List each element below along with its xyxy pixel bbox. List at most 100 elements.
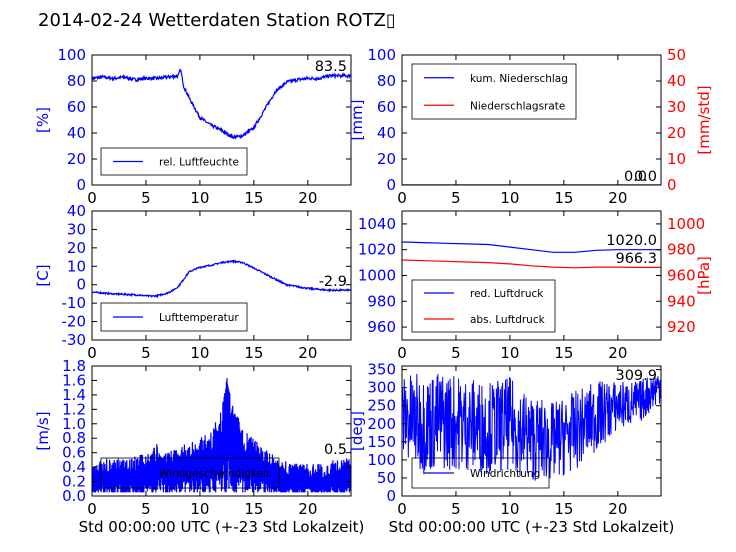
- legend: Windrichtung: [411, 457, 550, 489]
- legend-label: red. Luftdruck: [470, 288, 544, 300]
- legend-frame: [100, 457, 280, 489]
- y-tick-label: 0: [386, 176, 396, 194]
- x-tick-label: 10: [190, 344, 209, 362]
- y-tick-label: 60: [67, 98, 86, 116]
- y-tick-label: 300: [367, 379, 396, 397]
- y-axis-label: [C]: [34, 264, 52, 286]
- y-axis-label: [%]: [34, 107, 52, 133]
- legend: red. Luftdruck abs. Luftdruck: [411, 279, 556, 333]
- y-tick-label: 200: [367, 415, 396, 433]
- y-tick-label: 0.4: [62, 458, 86, 476]
- panel-2: 0 5 10 15 20 0 20 40 60 80 100 0 10 20 30 40 50 [mm] [mm/s…: [348, 46, 713, 207]
- y-tick-label: -20: [62, 313, 87, 331]
- y-tick-label: 80: [67, 72, 86, 90]
- y-tick-label: 150: [367, 433, 396, 451]
- y-tick-label: 0: [76, 176, 86, 194]
- last-value-label: -2.9: [319, 274, 347, 290]
- y-tick-label-right: 1000: [667, 215, 705, 233]
- x-axis-label: Std 00:00:00 UTC (+-23 Std Lokalzeit): [79, 518, 365, 536]
- x-tick-label: 5: [451, 500, 461, 518]
- y-axis-label: [m/s]: [34, 411, 52, 450]
- series-line-1: [92, 377, 351, 493]
- plot-frame: [401, 365, 662, 497]
- series-line-1: [402, 373, 661, 481]
- y-tick-label: 1040: [358, 215, 396, 233]
- last-value-label-right: 966.3: [615, 251, 657, 267]
- legend: rel. Luftfeuchte: [100, 147, 248, 176]
- plot-area: [92, 68, 351, 140]
- y-tick-label-right: 0: [667, 176, 677, 194]
- y-tick-label: 40: [377, 124, 396, 142]
- y-tick-label: 350: [367, 361, 396, 379]
- legend-frame: [411, 279, 556, 333]
- y-tick-label: 1020: [358, 241, 396, 259]
- series-line-1: [92, 68, 351, 140]
- y-tick-label: 250: [367, 397, 396, 415]
- y-tick-label-right: 960: [667, 267, 696, 285]
- panel-4: 0 5 10 15 20 960 980 1000 1020 1040 920 940 960 980 10…: [358, 210, 713, 362]
- y-tick-label: 1.8: [62, 357, 86, 375]
- y-tick-label: 40: [67, 124, 86, 142]
- y-tick-label: 20: [377, 150, 396, 168]
- legend: Windgeschwindigkeit: [100, 457, 280, 489]
- legend: kum. Niederschlag Niederschlagsrate: [411, 63, 577, 120]
- legend-label: rel. Luftfeuchte: [159, 157, 239, 169]
- y-tick-label: 20: [67, 239, 86, 257]
- last-value-label: 83.5: [315, 59, 347, 75]
- x-tick-label: 5: [141, 344, 151, 362]
- y-tick-label: 80: [377, 72, 396, 90]
- legend-label: Windgeschwindigkeit: [159, 468, 270, 480]
- y-tick-label: -10: [62, 294, 87, 312]
- y-tick-label: 0: [386, 487, 396, 505]
- y-tick-label: 1.2: [62, 400, 86, 418]
- y-tick-label-right: 30: [667, 98, 686, 116]
- y-tick-label: 10: [67, 257, 86, 275]
- x-tick-label: 0: [397, 344, 407, 362]
- legend-frame: [100, 147, 248, 176]
- x-tick-label: 15: [244, 500, 263, 518]
- y-tick-label: 0.6: [62, 444, 86, 462]
- x-tick-label: 0: [397, 500, 407, 518]
- y-tick-label-right: 980: [667, 241, 696, 259]
- x-tick-label: 15: [554, 189, 573, 207]
- last-value-label-right: 0.0: [624, 169, 647, 185]
- y-tick-label: 20: [67, 150, 86, 168]
- y-tick-label-right: 50: [667, 46, 686, 64]
- y-tick-label: 30: [67, 220, 86, 238]
- y-tick-label: 1.4: [62, 386, 86, 404]
- plot-frame: [91, 365, 352, 497]
- x-tick-label: 5: [141, 189, 151, 207]
- panel-1: 0 5 10 15 20 0 20 40 60 80 100 [%] rel. Luftfeuchte 8…: [34, 46, 352, 207]
- y-tick-label-right: 40: [667, 72, 686, 90]
- y-tick-label: 980: [367, 292, 396, 310]
- y-tick-label: 1000: [358, 267, 396, 285]
- x-tick-label: 15: [554, 344, 573, 362]
- legend: Lufttemperatur: [100, 302, 248, 332]
- x-tick-label: 5: [141, 500, 151, 518]
- y-tick-label: 100: [367, 451, 396, 469]
- x-tick-label: 0: [87, 500, 97, 518]
- plot-frame: [91, 54, 352, 186]
- y-tick-label-right: 940: [667, 292, 696, 310]
- y-tick-label: 50: [377, 469, 396, 487]
- x-tick-label: 20: [608, 344, 627, 362]
- y-tick-label-right: 20: [667, 124, 686, 142]
- x-tick-label: 20: [608, 189, 627, 207]
- panel-5: 0 5 10 15 20 0.00.20.40.60.81.01.21.41.61.8 [m…: [34, 357, 364, 536]
- x-tick-label: 15: [244, 189, 263, 207]
- x-tick-label: 10: [190, 189, 209, 207]
- x-tick-label: 15: [244, 344, 263, 362]
- series-line-1: [92, 259, 351, 299]
- x-tick-label: 10: [190, 500, 209, 518]
- series-line-1: [402, 241, 661, 253]
- x-tick-label: 20: [298, 344, 317, 362]
- y-axis-label-right: [mm/std]: [695, 85, 713, 154]
- plot-area: [402, 241, 661, 269]
- plot-area: [92, 259, 351, 299]
- last-value-label: 309.9: [615, 368, 657, 384]
- y-tick-label: 60: [377, 98, 396, 116]
- legend-label: kum. Niederschlag: [470, 73, 568, 85]
- plot-frame: [91, 210, 352, 341]
